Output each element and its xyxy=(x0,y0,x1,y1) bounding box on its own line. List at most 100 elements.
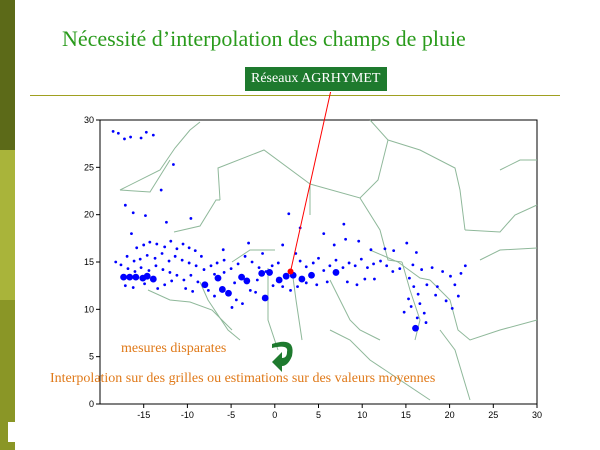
y-tick-label: 15 xyxy=(84,257,94,267)
station-point xyxy=(383,247,387,251)
accent-bar-notch xyxy=(8,422,15,442)
station-point xyxy=(363,277,367,281)
station-point xyxy=(175,247,179,251)
station-point xyxy=(372,262,375,266)
station-point xyxy=(391,270,395,273)
station-point xyxy=(325,280,329,284)
station-point xyxy=(250,260,254,264)
station-point xyxy=(422,311,426,315)
country-border-19 xyxy=(479,247,538,261)
country-border-20 xyxy=(499,159,537,171)
station-point xyxy=(143,282,146,286)
station-point xyxy=(213,272,216,276)
station-point xyxy=(341,266,345,270)
station-point xyxy=(163,245,167,249)
station-point xyxy=(151,133,155,137)
country-border-9 xyxy=(429,279,538,341)
station-point xyxy=(342,222,346,226)
station-point xyxy=(153,256,157,260)
station-point-large xyxy=(120,273,127,281)
station-point-large xyxy=(132,273,140,281)
station-point xyxy=(359,257,363,261)
station-point xyxy=(132,259,136,263)
station-point xyxy=(181,242,185,246)
station-point-large xyxy=(243,277,251,285)
station-point xyxy=(213,294,216,298)
country-border-14 xyxy=(291,269,303,341)
station-point xyxy=(129,135,132,139)
station-point xyxy=(187,261,191,265)
y-tick-label: 25 xyxy=(84,162,94,172)
country-border-1 xyxy=(119,121,201,191)
station-point xyxy=(145,253,149,257)
station-point-large xyxy=(412,324,419,332)
station-point xyxy=(270,264,274,268)
station-point-large xyxy=(201,281,209,289)
y-tick-label: 5 xyxy=(89,352,94,362)
station-point xyxy=(357,239,361,243)
station-point xyxy=(435,285,439,289)
country-border-7 xyxy=(387,139,466,231)
station-point xyxy=(222,258,226,262)
station-point xyxy=(131,286,135,289)
station-point xyxy=(123,203,127,207)
station-point xyxy=(222,271,226,274)
station-point-large xyxy=(266,269,273,276)
station-point xyxy=(119,263,123,267)
station-point-large xyxy=(282,272,290,280)
country-border-4 xyxy=(173,199,220,233)
y-tick-label: 20 xyxy=(84,210,94,220)
y-tick-label: 30 xyxy=(84,115,94,125)
x-tick-label: -5 xyxy=(227,410,235,420)
station-point xyxy=(420,268,424,271)
station-point xyxy=(139,136,143,140)
country-border-21 xyxy=(329,329,431,401)
country-border-3 xyxy=(217,149,311,215)
slide-title: Nécessité d’interpolation des champs de … xyxy=(62,26,466,51)
station-point xyxy=(123,137,126,141)
station-point xyxy=(154,264,158,268)
station-point xyxy=(407,276,411,280)
station-point xyxy=(144,214,147,218)
station-point xyxy=(405,241,409,245)
station-point xyxy=(155,242,159,246)
station-point xyxy=(304,281,308,285)
title-rule xyxy=(30,95,560,96)
station-point xyxy=(180,258,184,262)
station-point xyxy=(304,265,308,269)
country-border-11 xyxy=(147,289,233,331)
x-tick-label: -15 xyxy=(137,410,150,420)
station-point xyxy=(234,298,238,302)
station-point xyxy=(161,268,165,271)
station-point xyxy=(287,212,291,216)
station-point xyxy=(139,266,143,270)
country-border-13 xyxy=(267,268,279,351)
station-point xyxy=(289,289,292,292)
station-point xyxy=(193,249,197,253)
station-point xyxy=(142,243,146,247)
station-point xyxy=(173,254,177,258)
station-point xyxy=(453,283,457,287)
station-point xyxy=(123,284,127,288)
station-point xyxy=(430,266,434,270)
station-point xyxy=(148,240,152,244)
station-point xyxy=(114,260,118,264)
station-point xyxy=(322,232,326,236)
station-point xyxy=(156,287,160,290)
station-point xyxy=(247,241,250,245)
station-point xyxy=(172,163,175,166)
station-point xyxy=(298,259,302,263)
station-point xyxy=(434,293,438,297)
curved-arrow-icon xyxy=(272,341,293,372)
y-tick-label: 0 xyxy=(89,399,94,409)
station-point-large xyxy=(126,273,134,281)
station-point xyxy=(125,254,129,258)
country-border-8 xyxy=(464,204,538,233)
station-point xyxy=(414,251,418,254)
station-point xyxy=(411,263,415,267)
station-point xyxy=(165,220,168,224)
station-point xyxy=(116,131,120,135)
station-point xyxy=(209,264,213,268)
station-point xyxy=(111,129,115,133)
station-point xyxy=(415,316,419,320)
